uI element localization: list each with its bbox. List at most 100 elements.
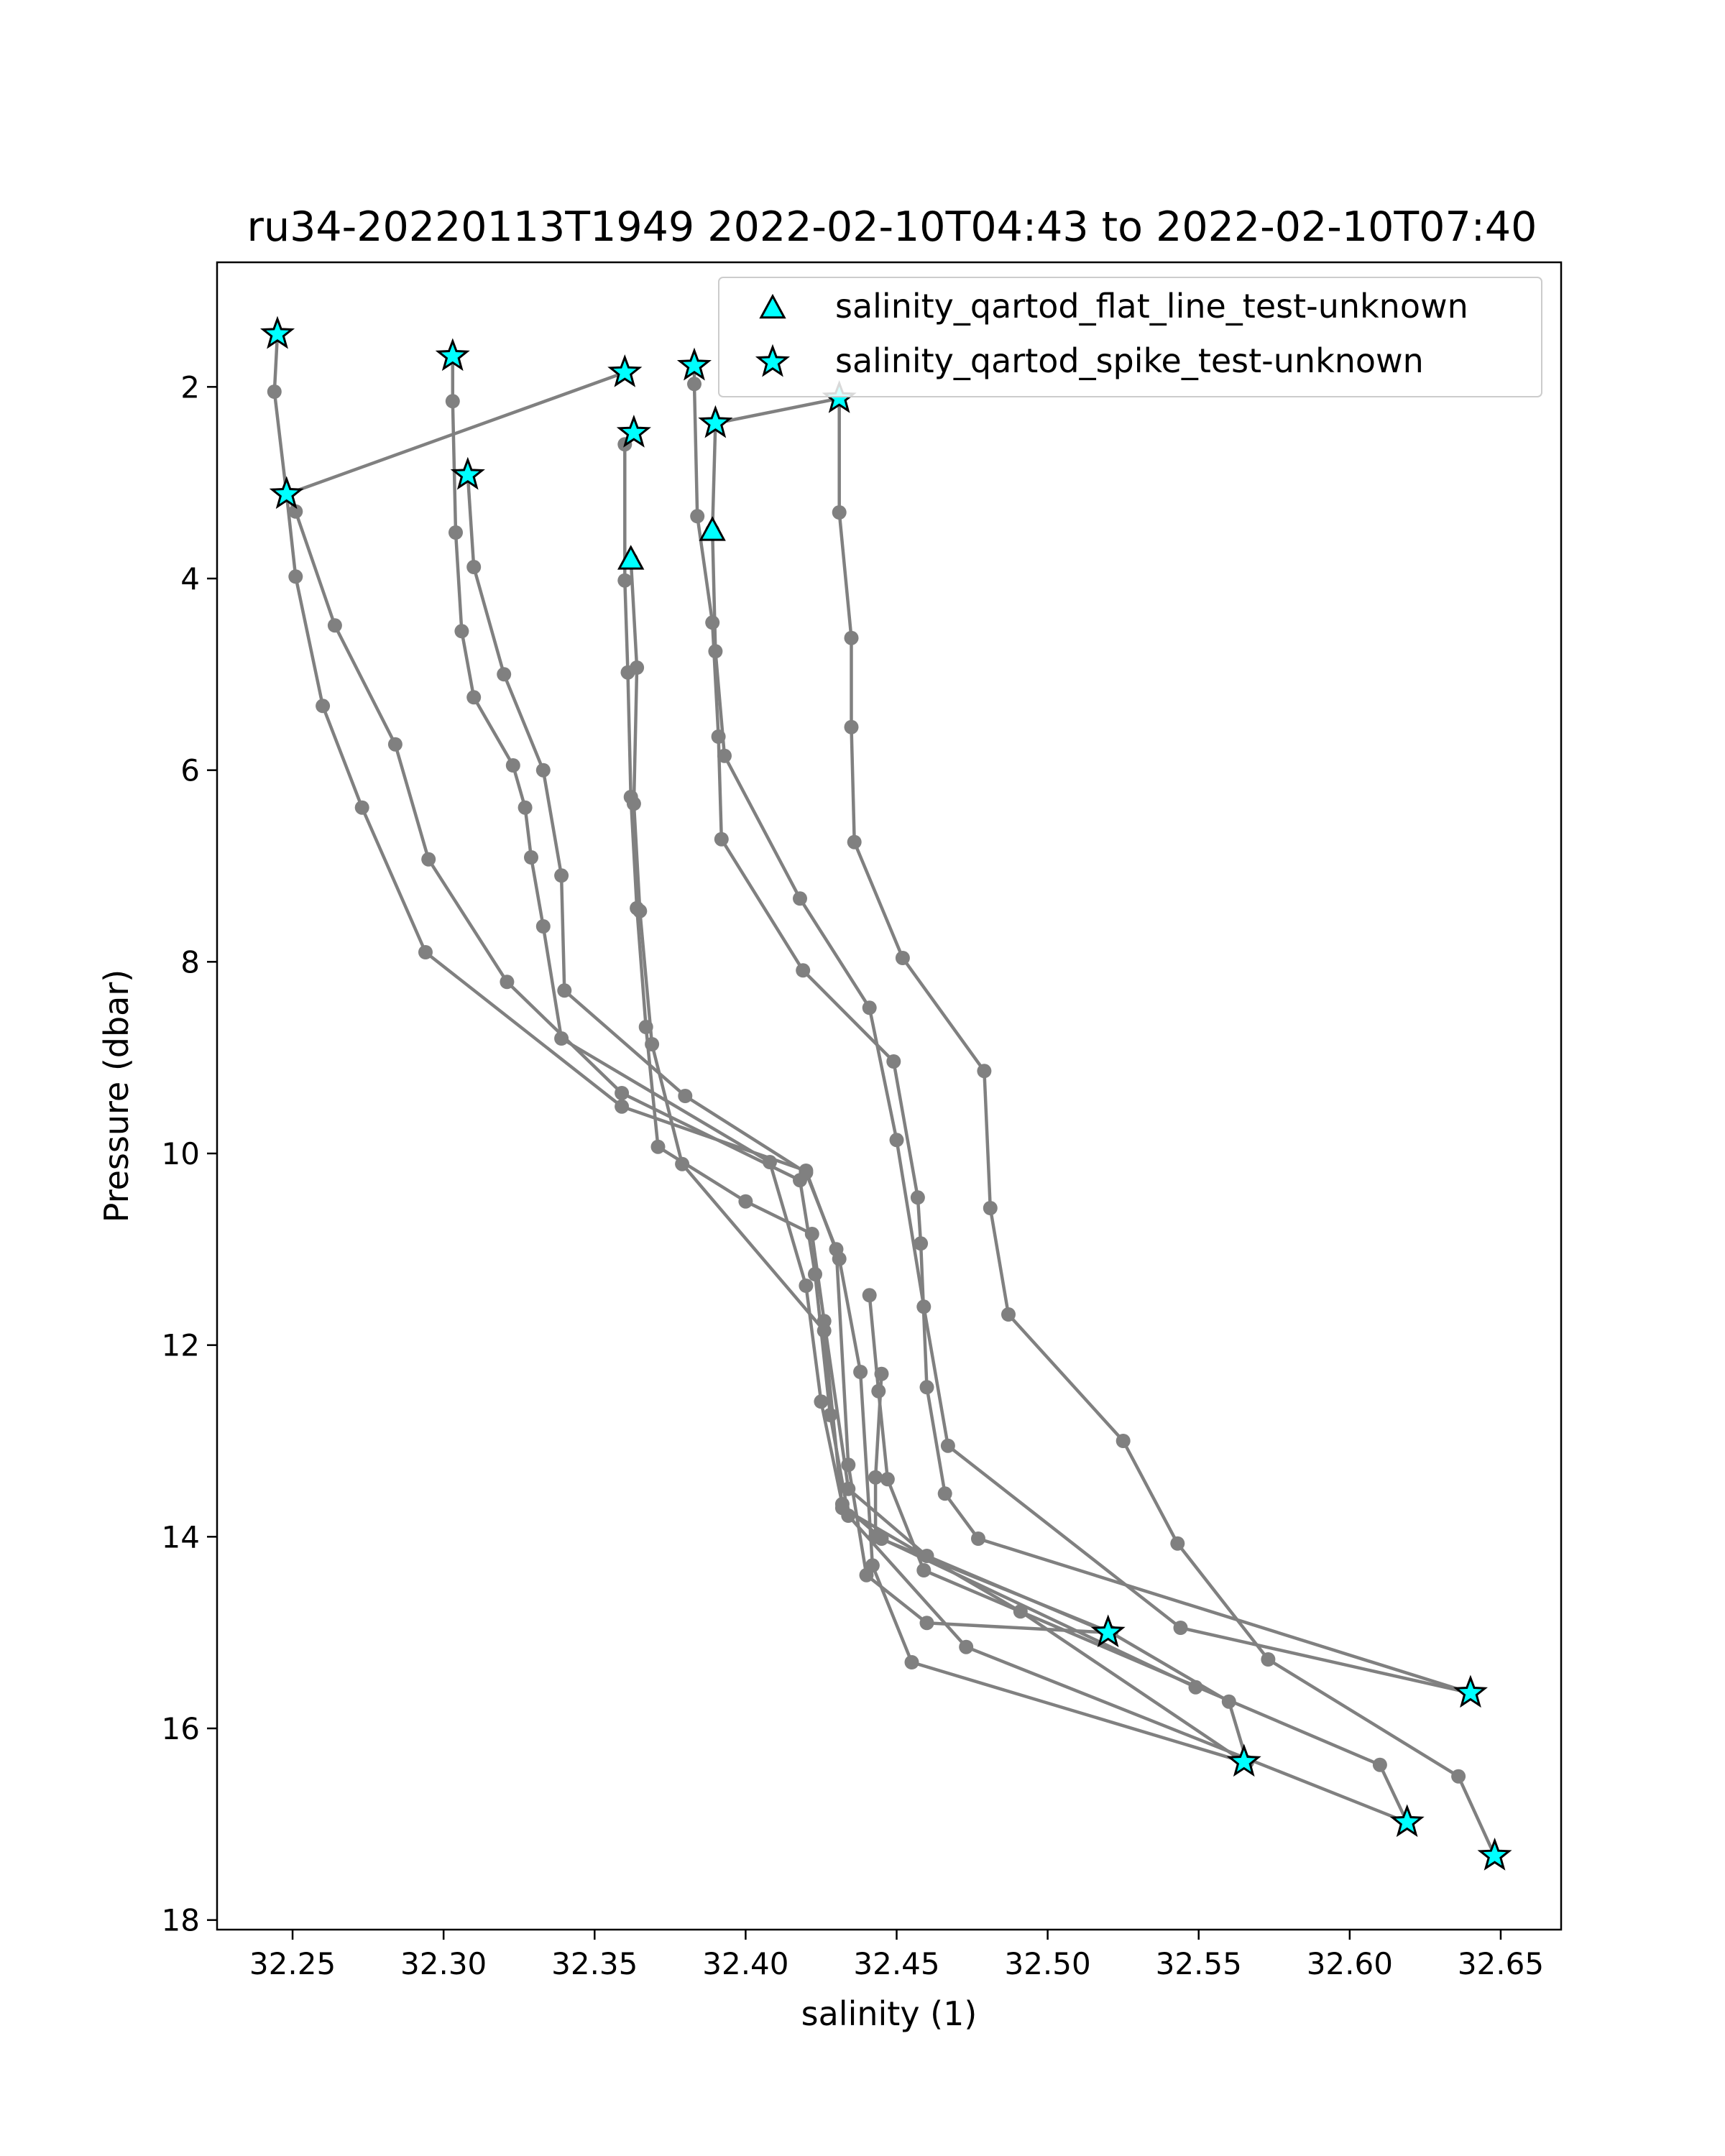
y-tick-label: 6 (180, 753, 200, 788)
triangle-marker-icon (759, 293, 786, 319)
profile-point (862, 1000, 877, 1015)
profile-point (937, 1486, 952, 1501)
profile-point (418, 945, 433, 959)
profile-point (834, 1501, 850, 1516)
profile-line (272, 333, 1245, 1764)
profile-point (895, 951, 910, 965)
profile-point (717, 748, 732, 763)
profile-point (675, 1156, 690, 1171)
profile-point (524, 850, 538, 865)
profile-line (873, 1373, 1249, 1763)
profile-line (868, 1295, 1409, 1823)
spike-flag-marker (269, 476, 304, 510)
profile-point (1451, 1769, 1466, 1784)
profile-point (690, 509, 705, 524)
profile-point (705, 615, 720, 630)
y-tick-label: 18 (162, 1903, 200, 1938)
spike-flag-marker (616, 415, 651, 448)
profile-point (557, 983, 572, 998)
profile-line (623, 431, 1109, 1634)
profile-point (844, 630, 859, 645)
profile-point (617, 573, 632, 588)
spike-flag-marker (607, 354, 643, 387)
y-tick-label: 4 (180, 561, 200, 596)
profile-point (630, 660, 645, 675)
profile-point (868, 1470, 883, 1485)
profile-line (692, 366, 1471, 1695)
legend-marker-flat-line (759, 293, 786, 319)
spike-flag-marker (450, 456, 485, 490)
profile-point (650, 1139, 666, 1154)
x-tick-label: 32.25 (249, 1946, 336, 1981)
x-tick-label: 32.40 (702, 1946, 788, 1981)
profile-point (799, 1279, 814, 1293)
profile-point (859, 1567, 874, 1583)
x-tick-label: 32.30 (400, 1946, 487, 1981)
profile-point (1261, 1652, 1276, 1667)
profile-point (914, 1236, 929, 1251)
profile-point (466, 690, 482, 705)
profile-point (687, 377, 702, 392)
profile-point (868, 1529, 883, 1544)
profile-point (919, 1380, 934, 1395)
profile-point (454, 624, 469, 639)
profile-point (626, 796, 641, 811)
profile-point (959, 1639, 974, 1654)
profile-point (847, 834, 862, 849)
profile-point (505, 758, 520, 773)
y-tick-label: 10 (162, 1136, 200, 1171)
profile-point (267, 384, 282, 399)
spike-flag-marker (1226, 1743, 1261, 1777)
legend-marker-spike (755, 344, 791, 377)
profile-point (983, 1201, 998, 1215)
y-axis: 2 4 6 8 10 12 14 16 18 (162, 369, 217, 1938)
profile-point (354, 800, 369, 815)
profile-point (678, 1089, 693, 1103)
profile-point (327, 618, 342, 633)
profile-point (916, 1299, 932, 1314)
profile-point (853, 1365, 868, 1379)
spike-flag-marker (1389, 1804, 1425, 1838)
y-tick-label: 14 (162, 1519, 200, 1554)
profile-line (451, 356, 1197, 1689)
profile-line (466, 474, 1108, 1634)
profile-point (615, 1099, 630, 1114)
profile-point (535, 763, 551, 778)
x-tick-label: 32.50 (1004, 1946, 1090, 1981)
legend-label-spike: salinity_qartod_spike_test-unknown (835, 341, 1424, 380)
spike-flag-marker (676, 347, 712, 381)
profile-point (880, 1472, 895, 1487)
profile-point (862, 1288, 877, 1303)
profile-point (466, 560, 482, 574)
profile-point (288, 504, 303, 519)
profile-point (796, 963, 811, 978)
spike-flag-marker (1477, 1837, 1512, 1871)
spike-flag-marker (698, 405, 733, 438)
profile-point (615, 1086, 630, 1100)
profile-point (645, 1037, 660, 1051)
profile-point (554, 1031, 569, 1046)
profile-point (793, 891, 807, 906)
profile-point (535, 919, 551, 934)
profile-point (738, 1194, 753, 1209)
spike-flag-marker (435, 338, 470, 372)
x-tick-label: 32.35 (551, 1946, 638, 1981)
profile-point (316, 699, 331, 714)
profile-line (285, 371, 1408, 1824)
y-tick-label: 12 (162, 1328, 200, 1363)
profile-point (844, 719, 859, 734)
profile-point (823, 1408, 838, 1422)
profile-point (421, 852, 436, 867)
plot-area (216, 261, 1563, 1931)
profile-point (714, 831, 729, 847)
x-tick-label: 32.65 (1458, 1946, 1544, 1981)
star-marker-icon (755, 344, 791, 377)
x-axis: 32.25 32.30 32.35 32.40 32.45 32.50 32.55 32.60… (249, 1930, 1544, 1981)
profile-point (971, 1531, 985, 1546)
flat-line-flag-marker (699, 516, 726, 541)
flat-line-flag-marker (617, 545, 645, 570)
spike-flag-marker (1453, 1674, 1488, 1708)
profile-point (940, 1438, 955, 1453)
y-tick-label: 2 (180, 369, 200, 405)
profile-point (871, 1383, 886, 1399)
